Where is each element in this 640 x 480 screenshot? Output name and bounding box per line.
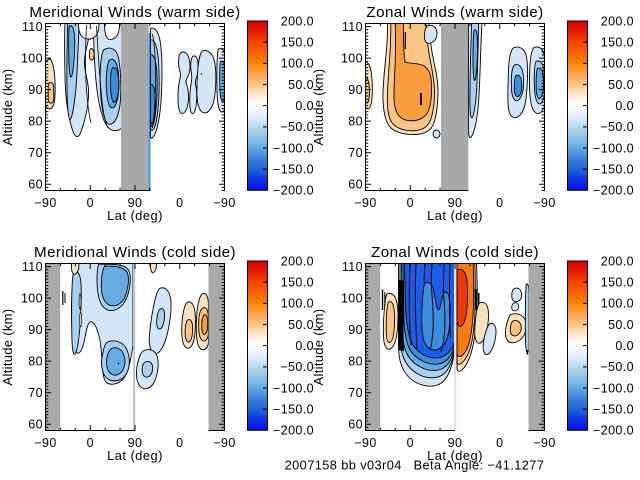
svg-text:60: 60 [348,418,363,432]
svg-text:−200.0: −200.0 [273,184,314,198]
svg-text:70: 70 [348,386,363,400]
svg-text:−150.0: −150.0 [593,403,634,417]
svg-text:Meridional Winds (cold side): Meridional Winds (cold side) [34,244,236,261]
svg-text:−90: −90 [533,196,555,210]
svg-text:70: 70 [28,386,43,400]
svg-text:100: 100 [341,292,363,306]
svg-text:Altitude (km): Altitude (km) [0,69,15,146]
svg-text:70: 70 [28,146,43,160]
svg-text:Altitude (km): Altitude (km) [311,309,326,386]
svg-text:90: 90 [348,83,363,97]
svg-text:−90: −90 [34,436,56,450]
svg-text:90: 90 [28,323,43,337]
svg-text:80: 80 [348,115,363,129]
svg-text:−100.0: −100.0 [593,381,634,395]
svg-text:150.0: 150.0 [601,36,634,50]
svg-text:100: 100 [21,292,43,306]
svg-text:−200.0: −200.0 [593,424,634,438]
svg-text:−90: −90 [213,436,235,450]
svg-text:−50.0: −50.0 [600,360,634,374]
svg-text:0.0: 0.0 [295,99,314,113]
svg-text:0: 0 [176,436,183,450]
svg-text:−200.0: −200.0 [593,184,634,198]
svg-text:90: 90 [348,323,363,337]
svg-text:−150.0: −150.0 [273,403,314,417]
svg-text:80: 80 [28,115,43,129]
svg-text:80: 80 [28,355,43,369]
svg-text:200.0: 200.0 [601,254,634,268]
svg-text:200.0: 200.0 [281,254,314,268]
svg-text:110: 110 [342,20,363,34]
svg-text:0.0: 0.0 [295,339,314,353]
svg-text:−90: −90 [34,196,56,210]
svg-text:0: 0 [87,436,94,450]
svg-text:−50.0: −50.0 [600,120,634,134]
svg-text:50.0: 50.0 [608,78,634,92]
svg-text:90: 90 [448,436,463,450]
svg-text:100: 100 [21,52,43,66]
svg-text:50.0: 50.0 [608,318,634,332]
svg-text:−50.0: −50.0 [280,360,314,374]
svg-text:0: 0 [407,436,414,450]
svg-text:−50.0: −50.0 [280,120,314,134]
svg-text:100.0: 100.0 [281,297,314,311]
svg-text:90: 90 [448,196,463,210]
svg-text:110: 110 [22,20,43,34]
svg-text:90: 90 [128,196,143,210]
svg-text:150.0: 150.0 [281,36,314,50]
svg-text:200.0: 200.0 [281,14,314,28]
svg-text:200.0: 200.0 [601,14,634,28]
svg-text:0.0: 0.0 [615,339,634,353]
svg-text:0: 0 [407,196,414,210]
svg-text:−100.0: −100.0 [593,141,634,155]
svg-text:−90: −90 [354,436,376,450]
svg-text:Altitude (km): Altitude (km) [0,309,15,386]
svg-text:0: 0 [496,196,503,210]
svg-text:0: 0 [87,196,94,210]
svg-text:Meridional Winds (warm side): Meridional Winds (warm side) [29,4,240,21]
svg-text:−90: −90 [354,196,376,210]
svg-text:−90: −90 [213,196,235,210]
svg-text:90: 90 [128,436,143,450]
svg-text:2007158 bb v03r04 Beta Angle: 2007158 bb v03r04 Beta Angle: −41.1277 [285,458,545,473]
svg-text:−90: −90 [533,436,555,450]
svg-text:−150.0: −150.0 [273,163,314,177]
svg-text:−200.0: −200.0 [273,424,314,438]
svg-text:150.0: 150.0 [281,276,314,290]
svg-text:70: 70 [348,146,363,160]
svg-text:150.0: 150.0 [601,276,634,290]
svg-text:Lat (deg): Lat (deg) [427,448,483,463]
svg-text:100.0: 100.0 [601,57,634,71]
svg-text:50.0: 50.0 [288,78,314,92]
svg-text:0.0: 0.0 [615,99,634,113]
svg-text:90: 90 [28,83,43,97]
svg-text:60: 60 [348,178,363,192]
svg-text:100: 100 [341,52,363,66]
svg-text:110: 110 [342,260,363,274]
svg-text:Lat (deg): Lat (deg) [427,208,483,223]
svg-text:Lat (deg): Lat (deg) [107,208,163,223]
svg-text:110: 110 [22,260,43,274]
svg-text:80: 80 [348,355,363,369]
svg-text:Zonal Winds (warm side): Zonal Winds (warm side) [366,4,543,21]
svg-text:0: 0 [496,436,503,450]
svg-text:60: 60 [28,418,43,432]
svg-text:50.0: 50.0 [288,318,314,332]
svg-text:60: 60 [28,178,43,192]
svg-text:0: 0 [176,196,183,210]
svg-text:100.0: 100.0 [281,57,314,71]
svg-text:−100.0: −100.0 [273,381,314,395]
svg-text:Lat (deg): Lat (deg) [107,448,163,463]
svg-text:100.0: 100.0 [601,297,634,311]
svg-text:−150.0: −150.0 [593,163,634,177]
svg-text:Zonal Winds (cold side): Zonal Winds (cold side) [371,244,539,261]
svg-text:−100.0: −100.0 [273,141,314,155]
svg-text:Altitude (km): Altitude (km) [311,69,326,146]
